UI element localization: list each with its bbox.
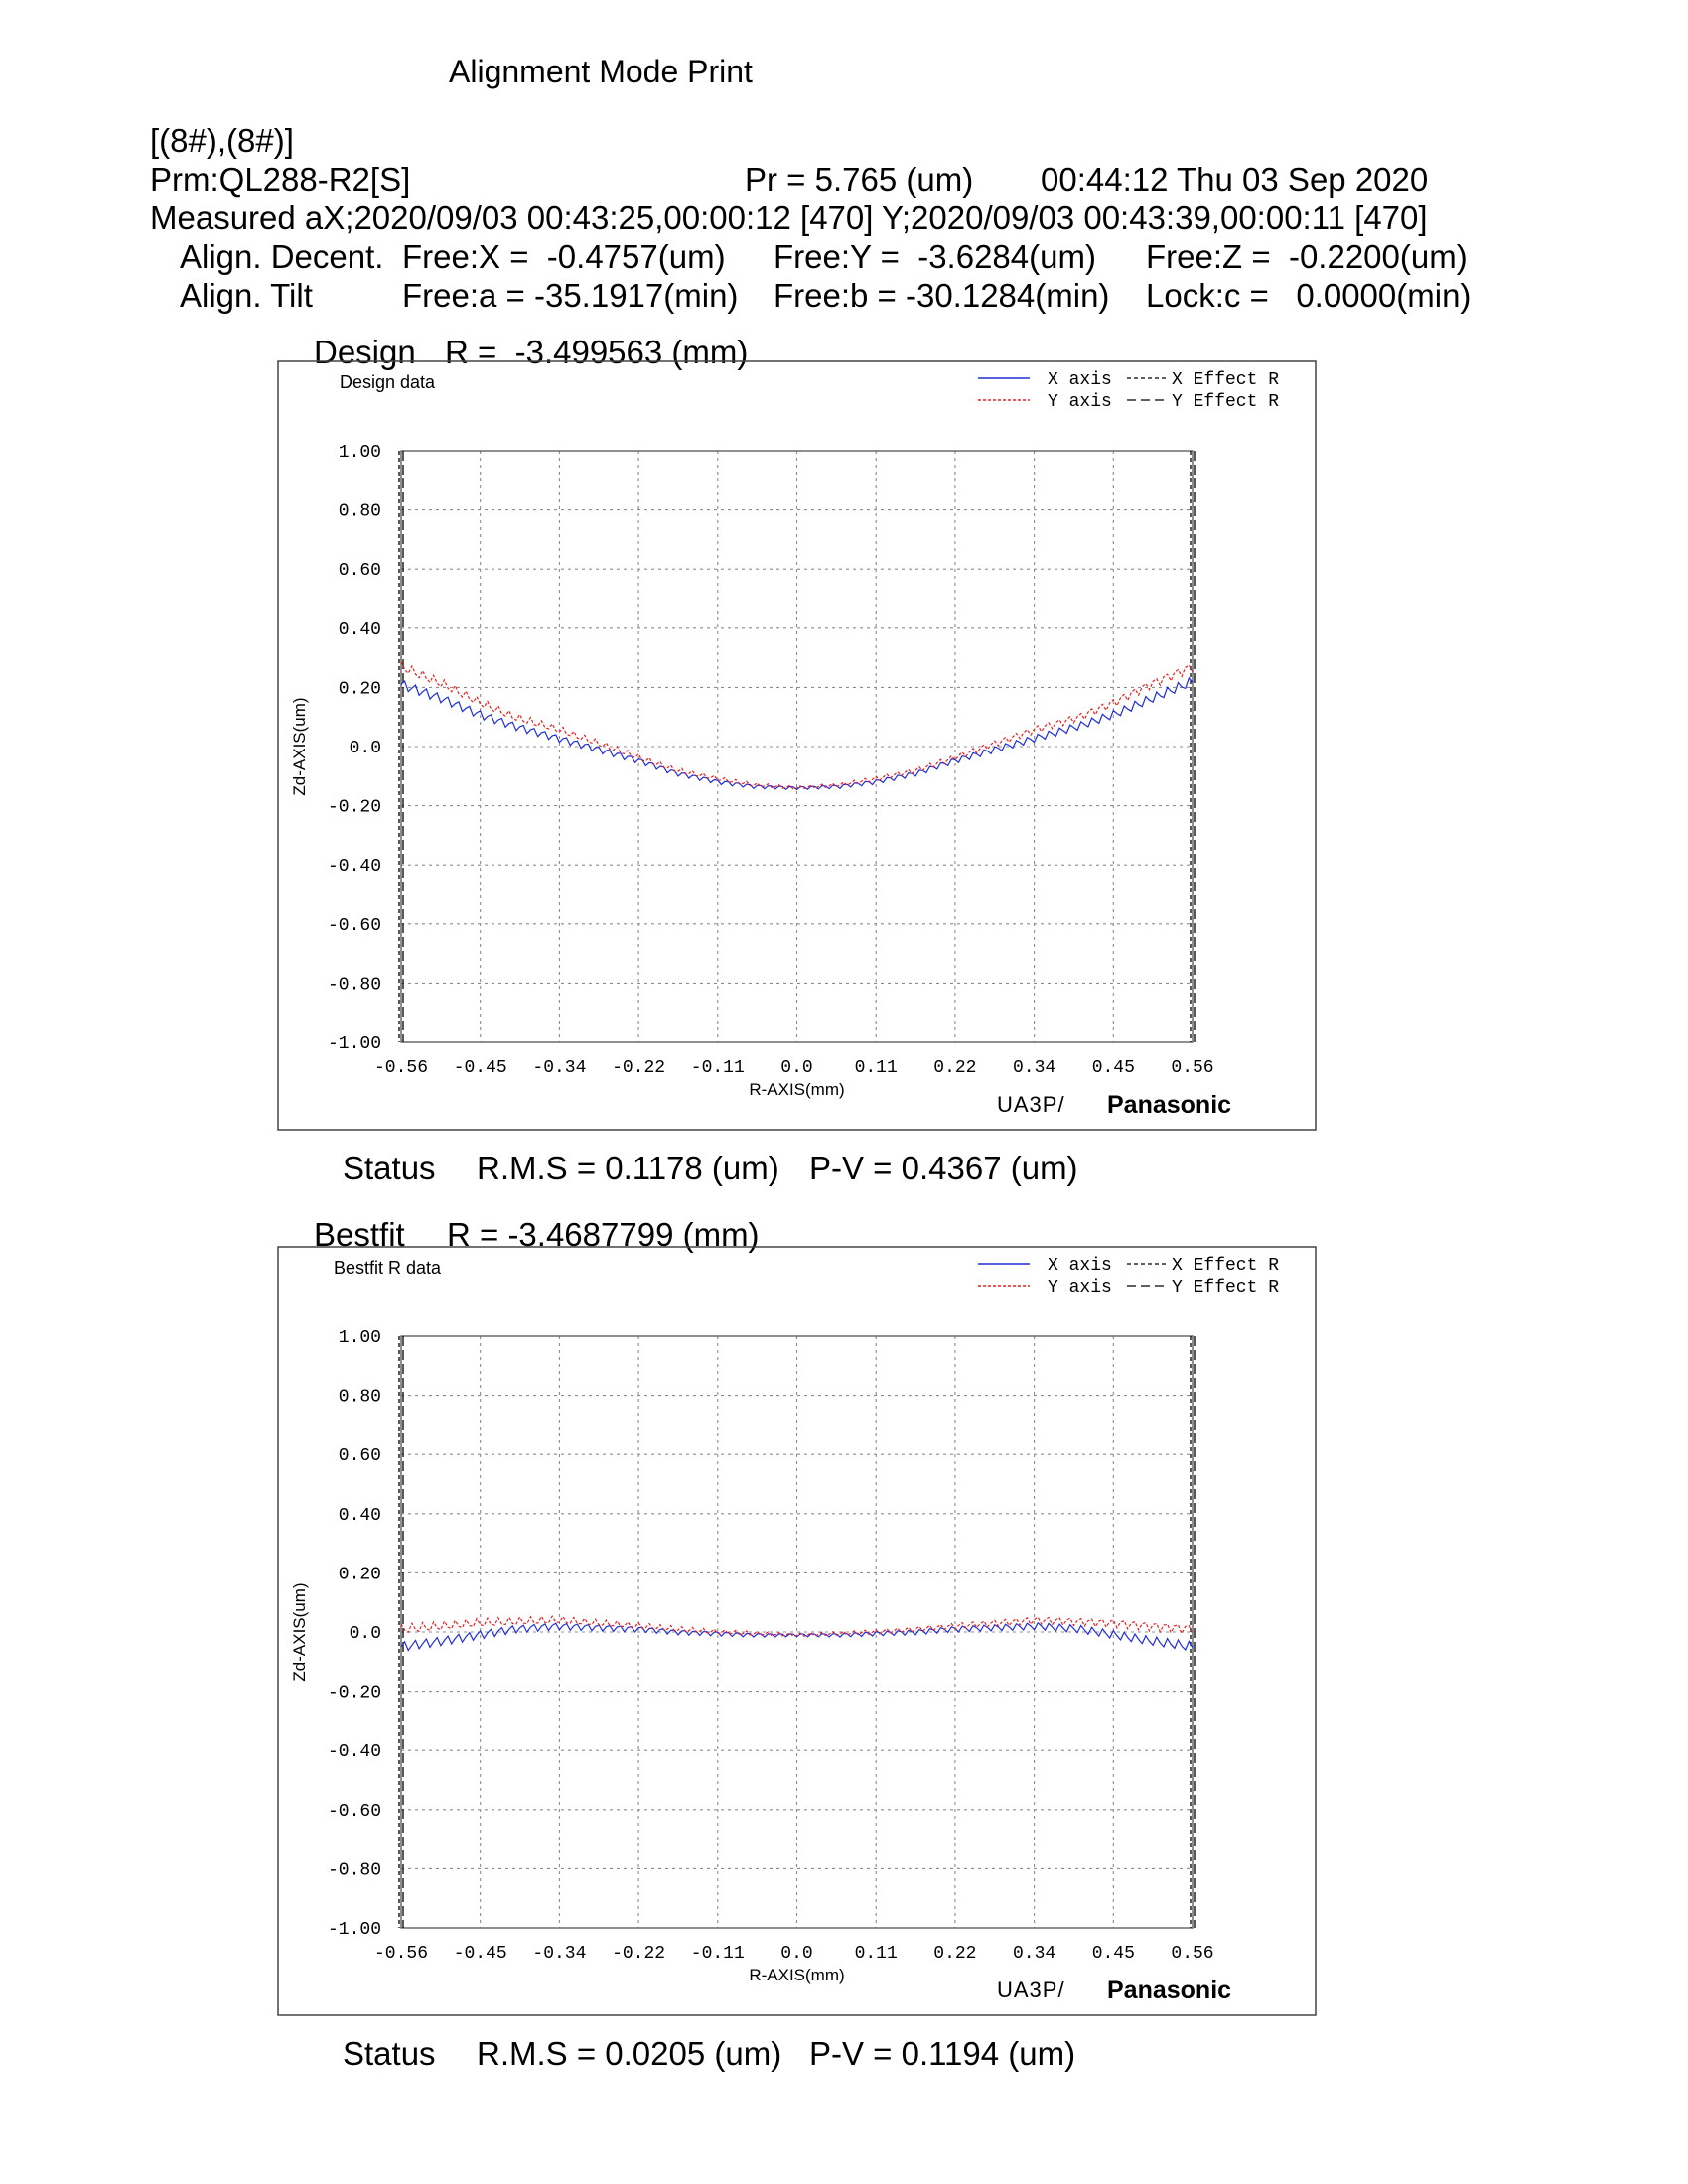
y-tick-label: -0.60 (328, 916, 381, 936)
legend-x-label: X axis (1048, 370, 1112, 390)
y-tick-label: -0.60 (328, 1802, 381, 1822)
brand-logo: Panasonic (1107, 1091, 1231, 1119)
bestfit-rms: R.M.S = 0.0205 (um) (477, 2035, 782, 2072)
y-tick-label: 0.60 (339, 561, 381, 581)
x-tick-label: -0.22 (612, 1058, 665, 1078)
chart-frame (277, 360, 1317, 1131)
y-axis-title: Zd-AXIS(um) (290, 1582, 309, 1681)
y-tick-label: 0.40 (339, 1506, 381, 1526)
x-tick-label: 0.45 (1092, 1058, 1135, 1078)
x-tick-label: -0.22 (612, 1944, 665, 1964)
print-timestamp: 00:44:12 Thu 03 Sep 2020 (1041, 161, 1429, 198)
brand-model: UA3P/ (997, 1978, 1065, 2002)
chart-frame (277, 1246, 1317, 2016)
y-tick-label: 0.0 (350, 739, 381, 758)
design-pv: P-V = 0.4367 (um) (809, 1150, 1078, 1186)
x-axis-series (400, 676, 1194, 791)
y-tick-label: 1.00 (339, 443, 381, 463)
chart-title: Design data (340, 372, 436, 392)
x-tick-label: 0.56 (1171, 1944, 1213, 1964)
x-tick-label: -0.45 (454, 1944, 507, 1964)
x-tick-label: 0.56 (1171, 1058, 1213, 1078)
bestfit-pv: P-V = 0.1194 (um) (809, 2035, 1076, 2072)
brand-logo: Panasonic (1107, 1977, 1231, 2004)
x-axis-title: R-AXIS(mm) (749, 1966, 844, 1984)
y-tick-label: -1.00 (328, 1920, 381, 1940)
y-tick-label: -0.80 (328, 1860, 381, 1880)
legend-xeff-label: X Effect R (1172, 370, 1279, 390)
x-tick-label: 0.45 (1092, 1944, 1135, 1964)
design-status-label: Status (343, 1150, 436, 1186)
tilt-b-value: Free:b = -30.1284(min) (774, 277, 1110, 314)
y-tick-label: -0.40 (328, 857, 381, 877)
brand-model: UA3P/ (997, 1092, 1065, 1117)
y-tick-label: -0.20 (328, 1684, 381, 1704)
x-tick-label: 0.22 (933, 1058, 976, 1078)
chart-title: Bestfit R data (334, 1258, 442, 1278)
chart-2: Bestfit R data -0.56 -0.45 -0.34 -0.22 -0.11 0… (277, 1246, 1317, 2016)
x-tick-label: -0.56 (374, 1944, 428, 1964)
legend-x-label: X axis (1048, 1256, 1112, 1276)
y-tick-label: -0.20 (328, 798, 381, 818)
y-tick-label: 0.40 (339, 620, 381, 640)
y-axis-series (400, 661, 1194, 790)
x-tick-label: 0.0 (780, 1944, 812, 1964)
measured-info: Measured aX;2020/09/03 00:43:25,00:00:12… (150, 200, 1428, 236)
y-tick-label: 0.20 (339, 1565, 381, 1584)
design-section-title: Design (314, 334, 416, 370)
x-tick-label: -0.34 (532, 1058, 586, 1078)
legend-y-label: Y axis (1048, 392, 1112, 412)
x-tick-label: 0.11 (855, 1058, 898, 1078)
y-tick-label: -1.00 (328, 1034, 381, 1054)
y-tick-label: -0.80 (328, 975, 381, 995)
decent-label: Align. Decent. (180, 238, 384, 275)
y-axis-series (400, 1615, 1194, 1637)
id-label: [(8#),(8#)] (150, 122, 294, 159)
design-rms: R.M.S = 0.1178 (um) (477, 1150, 779, 1186)
chart-1: Design data -0.56 -0.45 -0.34 -0.22 -0.11 0.0 0… (277, 360, 1317, 1131)
y-tick-label: 0.0 (350, 1624, 381, 1644)
decent-z-value: Free:Z = -0.2200(um) (1146, 238, 1468, 275)
y-tick-label: 0.80 (339, 1388, 381, 1408)
x-tick-label: -0.56 (374, 1058, 428, 1078)
legend-y-label: Y axis (1048, 1278, 1112, 1297)
program-label: Prm:QL288-R2[S] (150, 161, 411, 198)
x-tick-label: -0.45 (454, 1058, 507, 1078)
y-tick-label: -0.40 (328, 1742, 381, 1762)
x-tick-label: 0.34 (1013, 1058, 1055, 1078)
pr-value: Pr = 5.765 (um) (745, 161, 974, 198)
x-tick-label: 0.22 (933, 1944, 976, 1964)
plot-area (400, 450, 1194, 1043)
x-tick-label: 0.0 (780, 1058, 812, 1078)
y-tick-label: 0.60 (339, 1446, 381, 1466)
y-axis-title: Zd-AXIS(um) (290, 697, 309, 795)
decent-x-value: Free:X = -0.4757(um) (402, 238, 726, 275)
y-tick-label: 1.00 (339, 1328, 381, 1348)
design-radius: R = -3.499563 (mm) (445, 334, 749, 370)
legend-yeff-label: Y Effect R (1172, 392, 1279, 412)
y-tick-label: 0.80 (339, 502, 381, 522)
x-tick-label: 0.11 (855, 1944, 898, 1964)
page-title: Alignment Mode Print (449, 54, 753, 89)
decent-y-value: Free:Y = -3.6284(um) (774, 238, 1096, 275)
tilt-a-value: Free:a = -35.1917(min) (402, 277, 739, 314)
y-tick-label: 0.20 (339, 679, 381, 699)
x-axis-series (400, 1621, 1194, 1652)
x-tick-label: -0.11 (691, 1058, 745, 1078)
tilt-c-value: Lock:c = 0.0000(min) (1146, 277, 1472, 314)
x-tick-label: 0.34 (1013, 1944, 1055, 1964)
tilt-label: Align. Tilt (180, 277, 313, 314)
x-tick-label: -0.11 (691, 1944, 745, 1964)
plot-area (400, 1335, 1194, 1929)
x-tick-label: -0.34 (532, 1944, 586, 1964)
legend-xeff-label: X Effect R (1172, 1256, 1279, 1276)
bestfit-status-label: Status (343, 2035, 436, 2072)
x-axis-title: R-AXIS(mm) (749, 1080, 844, 1099)
legend-yeff-label: Y Effect R (1172, 1278, 1279, 1297)
